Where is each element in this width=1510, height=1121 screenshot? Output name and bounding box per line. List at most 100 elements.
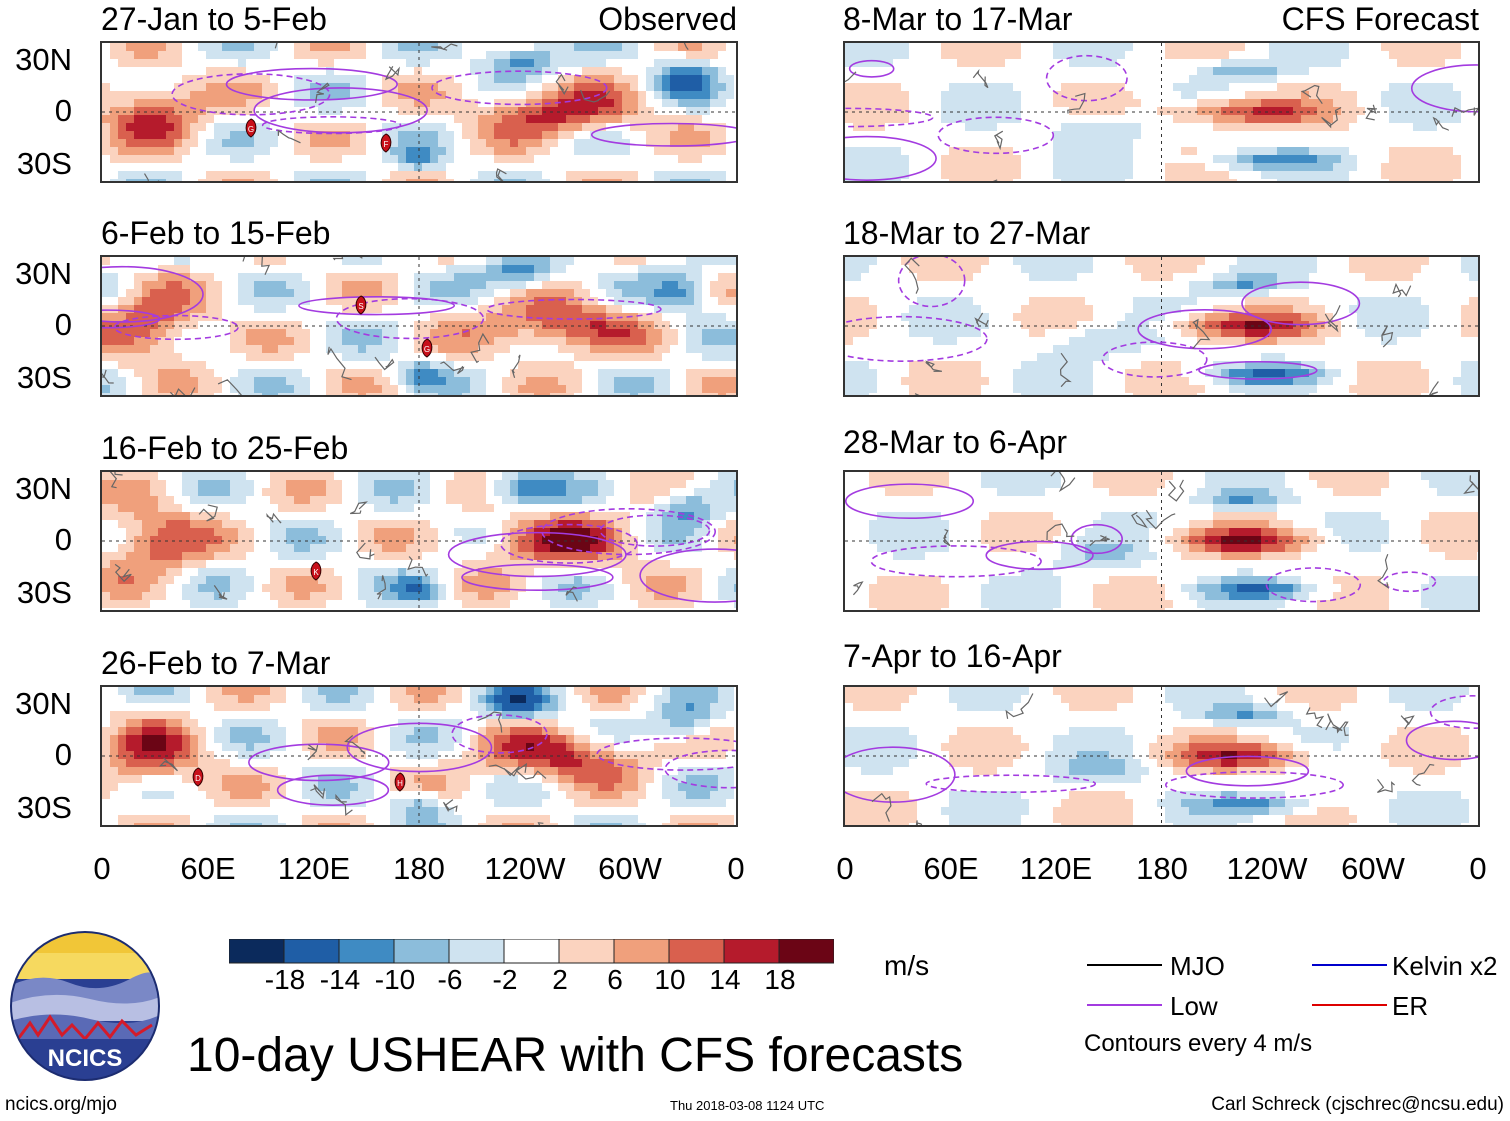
heatmap-cell xyxy=(166,385,174,393)
heatmap-cell xyxy=(510,496,518,504)
heatmap-cell xyxy=(734,377,736,385)
heatmap-cell xyxy=(486,568,494,576)
heatmap-cell xyxy=(510,281,518,289)
heatmap-cell xyxy=(118,377,126,385)
heatmap-cell xyxy=(190,265,198,273)
heatmap-cell xyxy=(734,695,736,703)
heatmap-cell xyxy=(358,265,366,273)
heatmap-cell xyxy=(590,59,598,67)
heatmap-cell xyxy=(406,385,414,393)
heatmap-cell xyxy=(430,123,438,131)
heatmap-cell xyxy=(646,369,654,377)
heatmap-cell xyxy=(310,131,318,139)
heatmap-cell xyxy=(398,512,406,520)
heatmap-cell xyxy=(614,353,622,361)
heatmap-cell xyxy=(198,369,206,377)
heatmap-cell xyxy=(502,297,510,305)
heatmap-cell xyxy=(174,393,182,395)
heatmap-cell xyxy=(542,385,550,393)
heatmap-cell xyxy=(326,385,334,393)
heatmap-cell xyxy=(206,147,214,155)
heatmap-cell xyxy=(686,552,694,560)
heatmap-cell xyxy=(710,369,718,377)
heatmap-cell xyxy=(702,155,710,163)
heatmap-cell xyxy=(350,480,358,488)
heatmap-panel-1 xyxy=(100,41,738,183)
heatmap-cell xyxy=(502,369,510,377)
heatmap-cell xyxy=(302,51,310,59)
heatmap-cell xyxy=(126,743,134,751)
heatmap-cell xyxy=(526,43,534,51)
heatmap-cell xyxy=(534,608,542,610)
heatmap-cell xyxy=(590,504,598,512)
heatmap-cell xyxy=(326,592,334,600)
heatmap-cell xyxy=(238,139,246,147)
heatmap-cell xyxy=(422,552,430,560)
heatmap-cell xyxy=(454,289,462,297)
heatmap-cell xyxy=(582,472,590,480)
heatmap-cell xyxy=(262,520,270,528)
heatmap-cell xyxy=(510,107,518,115)
heatmap-cell xyxy=(590,695,598,703)
heatmap-cell xyxy=(382,171,390,179)
heatmap-cell xyxy=(454,353,462,361)
heatmap-cell xyxy=(398,265,406,273)
heatmap-cell xyxy=(118,91,126,99)
heatmap-cell xyxy=(190,337,198,345)
heatmap-cell xyxy=(678,155,686,163)
heatmap-cell xyxy=(366,576,374,584)
heatmap-cell xyxy=(286,313,294,321)
heatmap-cell xyxy=(182,155,190,163)
heatmap-cell xyxy=(110,297,118,305)
heatmap-cell xyxy=(430,480,438,488)
heatmap-cell xyxy=(678,147,686,155)
heatmap-cell xyxy=(126,345,134,353)
heatmap-cell xyxy=(190,703,198,711)
heatmap-cell xyxy=(382,393,390,395)
heatmap-cell xyxy=(238,544,246,552)
heatmap-cell xyxy=(278,393,286,395)
heatmap-cell xyxy=(630,353,638,361)
heatmap-cell xyxy=(486,107,494,115)
heatmap-cell xyxy=(662,600,670,608)
heatmap-cell xyxy=(238,703,246,711)
heatmap-cell xyxy=(462,536,470,544)
heatmap-cell xyxy=(438,313,446,321)
heatmap-cell xyxy=(302,393,310,395)
heatmap-cell xyxy=(198,711,206,719)
heatmap-cell xyxy=(254,393,262,395)
heatmap-cell xyxy=(726,353,734,361)
heatmap-cell xyxy=(686,99,694,107)
heatmap-cell xyxy=(198,281,206,289)
heatmap-cell xyxy=(214,75,222,83)
heatmap-cell xyxy=(478,83,486,91)
heatmap-cell xyxy=(622,496,630,504)
heatmap-cell xyxy=(526,504,534,512)
heatmap-cell xyxy=(694,273,702,281)
heatmap-cell xyxy=(382,107,390,115)
heatmap-cell xyxy=(166,67,174,75)
heatmap-cell xyxy=(454,281,462,289)
heatmap-cell xyxy=(222,273,230,281)
heatmap-cell xyxy=(734,345,736,353)
heatmap-cell xyxy=(630,536,638,544)
heatmap-cell xyxy=(422,131,430,139)
heatmap-cell xyxy=(654,83,662,91)
heatmap-cell xyxy=(294,265,302,273)
heatmap-cell xyxy=(246,377,254,385)
heatmap-cell xyxy=(302,735,310,743)
heatmap-cell xyxy=(702,687,710,695)
heatmap-cell xyxy=(446,321,454,329)
heatmap-cell xyxy=(414,123,422,131)
heatmap-cell xyxy=(206,99,214,107)
heatmap-cell xyxy=(574,337,582,345)
heatmap-cell xyxy=(558,179,566,181)
heatmap-cell xyxy=(326,361,334,369)
heatmap-cell xyxy=(230,265,238,273)
heatmap-cell xyxy=(486,592,494,600)
heatmap-cell xyxy=(590,171,598,179)
heatmap-cell xyxy=(582,313,590,321)
heatmap-cell xyxy=(606,385,614,393)
heatmap-cell xyxy=(446,83,454,91)
heatmap-cell xyxy=(142,608,150,610)
